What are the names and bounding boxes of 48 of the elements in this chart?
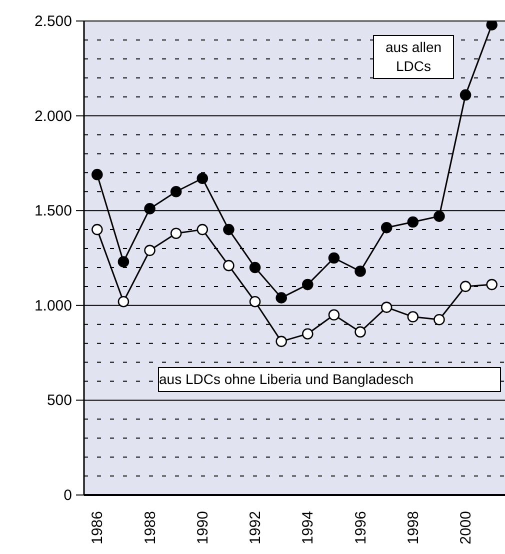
- point: [407, 311, 419, 322]
- point: [328, 252, 340, 264]
- x-tick-label: 1994: [300, 511, 317, 544]
- name-box: aus allen LDCs: [373, 35, 454, 79]
- point: [92, 224, 103, 236]
- point: [434, 314, 445, 326]
- point: [249, 296, 261, 308]
- x-tick-label: 1986: [89, 511, 106, 544]
- point: [118, 296, 130, 308]
- x-tick-label: 1998: [404, 511, 422, 544]
- point: [196, 172, 208, 184]
- x-tick-label: 1996: [352, 511, 370, 544]
- point: [328, 309, 340, 321]
- x-tick-label: 1990: [194, 511, 212, 544]
- y-tick-label: 1.000: [34, 297, 72, 314]
- y-tick-label: 2.000: [34, 108, 72, 125]
- point: [380, 222, 392, 234]
- point: [407, 216, 419, 228]
- y-tick-label: 1.500: [34, 202, 72, 220]
- point: [354, 326, 366, 338]
- x-tick-label: 1988: [142, 511, 159, 544]
- name-box: aus LDCs ohne Liberia und Bangladesch: [158, 367, 501, 392]
- x-tick-label: 2000: [458, 511, 475, 544]
- point: [144, 203, 156, 214]
- point: [460, 89, 472, 101]
- point: [354, 266, 366, 277]
- point: [380, 302, 392, 313]
- point: [249, 262, 261, 274]
- point: [434, 210, 445, 222]
- point: [92, 168, 103, 180]
- y-tick-label: 0: [64, 487, 72, 504]
- y-tick-label: 500: [46, 392, 72, 410]
- point: [276, 292, 287, 304]
- point: [196, 224, 208, 236]
- point: [302, 278, 314, 290]
- point: [144, 244, 156, 256]
- y-tick-label: 2.500: [34, 13, 72, 30]
- point: [486, 278, 498, 290]
- point: [223, 224, 234, 236]
- point: [460, 280, 472, 292]
- point: [486, 21, 498, 30]
- point: [223, 260, 234, 272]
- point: [118, 256, 130, 268]
- point: [170, 186, 182, 198]
- point: [170, 228, 182, 239]
- point: [302, 328, 314, 340]
- point: [276, 336, 287, 348]
- x-tick-label: 1992: [247, 511, 264, 544]
